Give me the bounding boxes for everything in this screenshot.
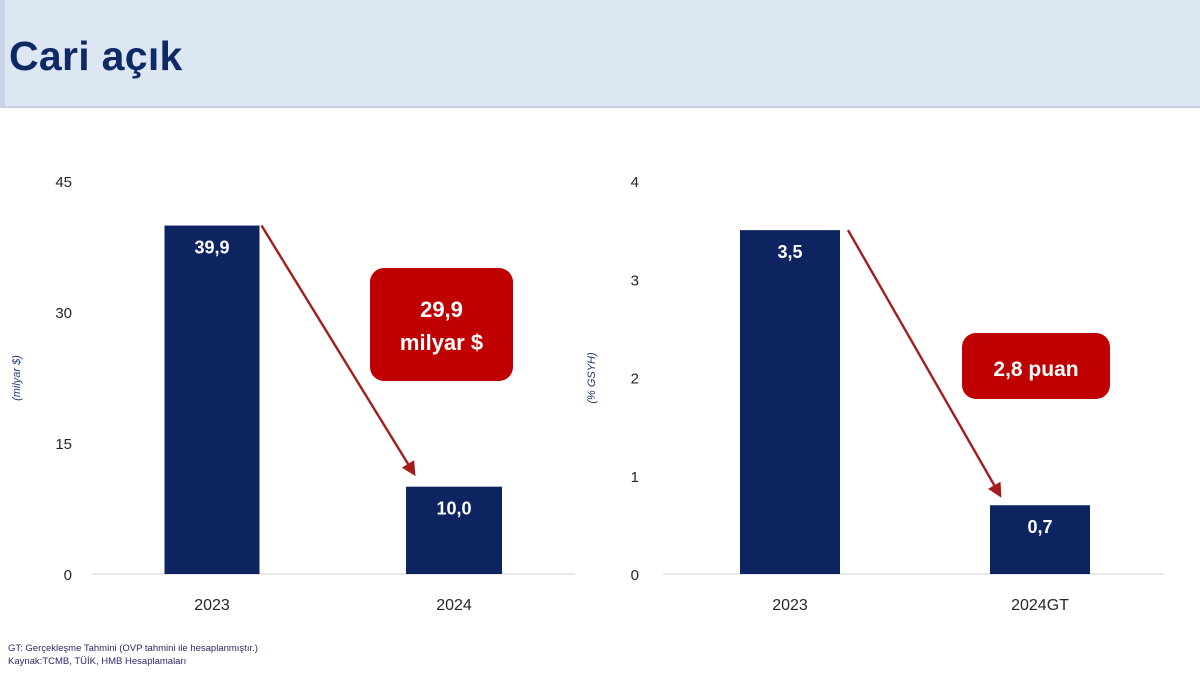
y-tick-label: 2 [631, 371, 639, 388]
callout-box [370, 268, 513, 381]
y-tick-label: 30 [55, 305, 72, 322]
bar-2023 [740, 230, 840, 574]
x-tick-label: 2023 [194, 597, 230, 614]
callout-text: 29,9 [420, 297, 463, 322]
decline-arrow [846, 229, 1002, 498]
bar-value-label: 10,0 [436, 499, 471, 519]
y-tick-label: 45 [55, 174, 72, 191]
y-tick-label: 0 [631, 567, 639, 584]
x-tick-label: 2024GT [1011, 597, 1069, 614]
bar-value-label: 0,7 [1027, 517, 1052, 537]
y-tick-label: 1 [631, 469, 639, 486]
bar-value-label: 3,5 [777, 242, 802, 262]
y-tick-label: 0 [64, 567, 72, 584]
title-band: Cari açık [0, 0, 1200, 108]
title-accent-bar [0, 0, 5, 106]
footnote-source: Kaynak:TCMB, TÜİK, HMB Hesaplamaları [8, 656, 187, 667]
y-tick-label: 3 [631, 272, 639, 289]
y-tick-label: 15 [55, 436, 72, 453]
footnote-gt: GT: Gerçekleşme Tahmini (OVP tahmini ile… [8, 643, 258, 654]
y-axis-label: (% GSYH) [586, 352, 598, 404]
callout-text: milyar $ [400, 330, 483, 355]
y-tick-label: 4 [631, 174, 639, 191]
decline-arrow [260, 224, 416, 477]
x-tick-label: 2024 [436, 597, 472, 614]
page-title: Cari açık [9, 33, 183, 79]
callout-text: 2,8 puan [993, 358, 1078, 381]
bar-2024GT [990, 505, 1090, 574]
chart-current-account-usd: 0 15 30 45 (milyar $) 39,9 2023 10,0 2024 29,9 mil… [11, 174, 575, 614]
callout-box [962, 333, 1110, 399]
bar-2024 [406, 486, 502, 574]
bar-2023 [164, 225, 260, 575]
bar-value-label: 39,9 [194, 238, 229, 258]
x-tick-label: 2023 [772, 597, 808, 614]
y-axis-label: (milyar $) [11, 355, 23, 401]
